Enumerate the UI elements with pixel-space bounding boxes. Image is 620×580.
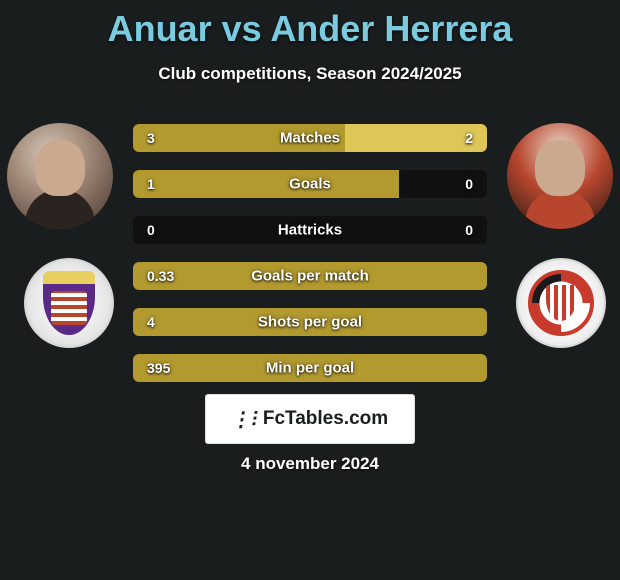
- watermark-text: FcTables.com: [263, 408, 388, 430]
- stat-label: Hattricks: [278, 222, 342, 239]
- stat-label: Shots per goal: [258, 314, 362, 331]
- stat-value-right: 0: [465, 222, 473, 238]
- stat-row: 0.33 Goals per match: [133, 262, 487, 290]
- stat-value-left: 4: [147, 314, 155, 330]
- stat-row: 1 0 Goals: [133, 170, 487, 198]
- stat-row: 395 Min per goal: [133, 354, 487, 382]
- athletic-bilbao-crest-icon: [528, 270, 594, 336]
- player1-avatar: [7, 123, 113, 229]
- stat-row: 4 Shots per goal: [133, 308, 487, 336]
- player1-name: Anuar: [108, 8, 212, 49]
- vs-text: vs: [212, 8, 271, 49]
- stat-row: 0 0 Hattricks: [133, 216, 487, 244]
- subtitle: Club competitions, Season 2024/2025: [0, 64, 620, 84]
- valladolid-crest-icon: [43, 271, 95, 335]
- stat-value-left: 395: [147, 360, 170, 376]
- stat-value-right: 0: [465, 176, 473, 192]
- stat-label: Min per goal: [266, 360, 354, 377]
- player2-name: Ander Herrera: [270, 8, 512, 49]
- stat-value-left: 0.33: [147, 268, 174, 284]
- fctables-logo-icon: ⋮⫶: [230, 407, 259, 432]
- stat-label: Matches: [280, 130, 340, 147]
- stat-value-left: 0: [147, 222, 155, 238]
- stat-row: 3 2 Matches: [133, 124, 487, 152]
- player2-avatar: [507, 123, 613, 229]
- player2-club-crest: [516, 258, 606, 348]
- stat-label: Goals: [289, 176, 331, 193]
- comparison-bars: 3 2 Matches 1 0 Goals 0 0 Hattricks 0.33 Goals per…: [133, 124, 487, 400]
- bar-fill-left: [133, 170, 399, 198]
- watermark: ⋮⫶ FcTables.com: [205, 394, 415, 444]
- stat-value-right: 2: [465, 130, 473, 146]
- page-title: Anuar vs Ander Herrera: [0, 0, 620, 50]
- stat-value-left: 1: [147, 176, 155, 192]
- stat-value-left: 3: [147, 130, 155, 146]
- snapshot-date: 4 november 2024: [0, 454, 620, 474]
- stat-label: Goals per match: [251, 268, 369, 285]
- player1-club-crest: [24, 258, 114, 348]
